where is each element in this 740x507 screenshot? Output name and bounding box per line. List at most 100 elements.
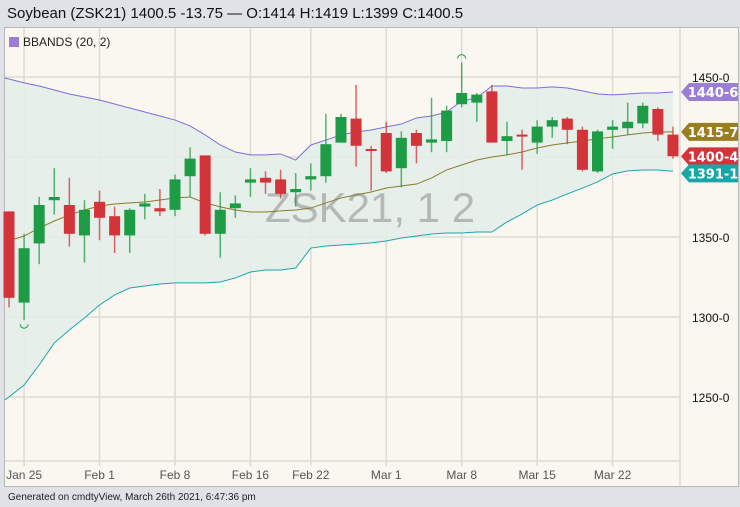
candle-down <box>667 126 679 159</box>
candle-up <box>607 120 619 149</box>
x-tick-label: Feb 16 <box>232 468 270 482</box>
bband-middle-line <box>4 131 673 243</box>
candle-down <box>576 126 588 172</box>
candle-body <box>184 158 196 177</box>
candle-body <box>260 177 272 183</box>
price-tag-bg <box>681 164 738 183</box>
y-tick-label: 1300-0 <box>692 311 730 325</box>
x-tick-label: Feb 22 <box>292 468 330 482</box>
candle-up <box>637 102 649 129</box>
candle-down <box>561 117 573 145</box>
candle-body <box>561 118 573 130</box>
bband-fill <box>5 77 673 401</box>
x-tick-label: Jan 25 <box>6 468 42 482</box>
candle-body <box>607 126 619 130</box>
price-tag: 1391-1 <box>681 164 738 183</box>
candle-body <box>637 105 649 124</box>
candle-body <box>531 126 543 143</box>
candle-body <box>18 248 30 303</box>
candle-up <box>18 233 30 321</box>
candle-body <box>380 133 392 172</box>
candle-body <box>350 118 362 146</box>
candle-body <box>516 134 528 137</box>
candle-body <box>305 176 317 180</box>
candle-up <box>531 120 543 154</box>
candle-up <box>471 93 483 122</box>
x-tick-label: Feb 8 <box>160 468 191 482</box>
candle-up <box>305 163 317 191</box>
candle-down <box>380 121 392 173</box>
candle-up <box>290 173 302 207</box>
candle-body <box>471 94 483 103</box>
candle-body <box>244 179 256 183</box>
x-tick-label: Feb 1 <box>84 468 115 482</box>
candle-body <box>3 211 15 298</box>
candle-down <box>365 145 377 191</box>
candle-up <box>78 200 90 263</box>
footer-text: Generated on cmdtyView, March 26th 2021,… <box>8 492 256 503</box>
low-marker <box>19 324 29 329</box>
candle-up <box>48 168 60 215</box>
candle-up <box>395 131 407 188</box>
candle-up <box>214 192 226 258</box>
candle-body <box>78 209 90 236</box>
price-tag-label: 1440-6 <box>688 86 739 101</box>
candle-body <box>456 93 468 105</box>
high-marker <box>457 54 467 59</box>
candle-body <box>229 203 241 209</box>
legend-swatch <box>9 37 19 47</box>
candle-body <box>410 133 422 146</box>
x-tick-label: Mar 15 <box>518 468 556 482</box>
candle-up <box>335 113 347 143</box>
x-tick-label: Mar 8 <box>446 468 477 482</box>
price-tag-label: 1415-7 <box>688 126 739 141</box>
candle-up <box>622 102 634 135</box>
candle-body <box>652 109 664 135</box>
candle-up <box>501 121 513 156</box>
price-tag: 1415-7 <box>681 122 739 141</box>
candle-down <box>652 107 664 141</box>
candle-body <box>109 216 121 236</box>
price-tag: 1440-6 <box>681 83 739 102</box>
candle-body <box>139 203 151 207</box>
candle-down <box>3 211 15 308</box>
candle-body <box>320 144 332 177</box>
candle-body <box>426 139 438 143</box>
candle-body <box>199 155 211 234</box>
candle-up <box>441 105 453 153</box>
candle-down <box>63 177 75 247</box>
price-tag: 1400-4 <box>681 147 739 166</box>
candle-body <box>33 205 45 244</box>
candle-body <box>94 201 106 218</box>
y-tick-label: 1350-0 <box>692 231 730 245</box>
candle-up <box>139 193 151 220</box>
candle-body <box>501 136 513 141</box>
candle-up <box>244 168 256 197</box>
candle-body <box>395 137 407 169</box>
candle-body <box>546 120 558 127</box>
candle-up <box>546 117 558 138</box>
candle-up <box>592 129 604 173</box>
candle-body <box>124 209 136 236</box>
candle-down <box>486 85 498 143</box>
price-tag-bg <box>681 147 738 166</box>
candle-up <box>229 195 241 218</box>
candle-up <box>169 174 181 217</box>
candle-up <box>184 147 196 197</box>
candle-body <box>576 129 588 170</box>
candle-down <box>154 189 166 217</box>
price-tag-label: 1400-4 <box>688 150 739 165</box>
legend-label: BBANDS (20, 2) <box>23 35 111 49</box>
y-tick-label: 1450-0 <box>692 71 730 85</box>
candle-body <box>622 121 634 129</box>
candle-body <box>63 205 75 234</box>
candle-body <box>592 131 604 172</box>
y-tick-label: 1250-0 <box>692 391 730 405</box>
legend[interactable]: BBANDS (20, 2) <box>9 35 110 49</box>
candle-down <box>109 206 121 253</box>
candle-body <box>441 110 453 141</box>
candle-up <box>320 113 332 183</box>
candle-body <box>335 117 347 143</box>
candle-body <box>667 134 679 157</box>
